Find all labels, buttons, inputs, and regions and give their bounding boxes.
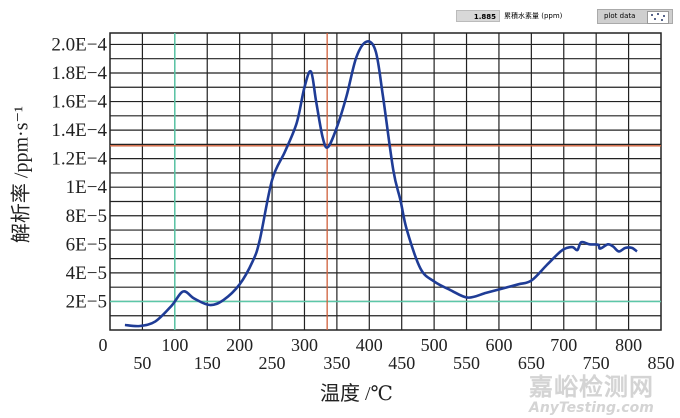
y-tick-label: 2.0E−4 [51,34,107,55]
plot-frame [109,32,662,331]
y-tick-label: 1.6E−4 [51,92,107,113]
x-tick-label: 300 [291,335,318,355]
x-tick-label: 350 [323,353,350,373]
y-tick-label: 1E−4 [66,177,108,198]
y-axis-label: 解析率 /ppm·s⁻¹ [10,105,33,244]
y-tick-label: 4E−5 [66,263,107,284]
x-tick-label: 200 [226,335,253,355]
x-tick-label: 150 [194,353,221,373]
x-tick-label: 850 [648,353,675,373]
y-tick-label: 8E−5 [66,206,107,227]
x-tick-label: 700 [550,335,577,355]
watermark-text: 嘉峪检测网 [529,373,654,401]
total-hydrogen-value: 1.885 [456,10,500,22]
x-tick-label: 50 [133,353,151,373]
y-tick-label: 2E−5 [66,291,107,312]
x-tick-label: 250 [259,353,286,373]
x-tick-label: 550 [453,353,480,373]
x-tick-label: 400 [356,335,383,355]
x-tick-label: 650 [518,353,545,373]
y-tick-label: 1.4E−4 [51,120,107,141]
x-tick-label: 100 [161,335,188,355]
x-tick-label: 750 [583,353,610,373]
x-tick-label: 800 [615,335,642,355]
series-line [124,40,638,328]
watermark-url: AnyTesting.com [529,400,654,416]
x-axis-label: 温度 /℃ [320,383,393,405]
x-tick-label: 500 [421,335,448,355]
total-hydrogen-label: 累積水素量 (ppm) [504,12,563,20]
x-tick-label: 450 [388,353,415,373]
x-tick-label: 600 [485,335,512,355]
plot-data-label: plot data [604,12,636,20]
y-tick-label: 1.8E−4 [51,63,107,84]
y-tick-label: 6E−5 [66,234,107,255]
scatter-dots-icon [647,11,669,24]
x-tick-label: 0 [99,335,108,355]
plot-data-button[interactable]: plot data [597,9,673,24]
y-tick-label: 1.2E−4 [51,149,107,170]
toolbar: 1.885 累積水素量 (ppm) plot data [452,8,674,26]
